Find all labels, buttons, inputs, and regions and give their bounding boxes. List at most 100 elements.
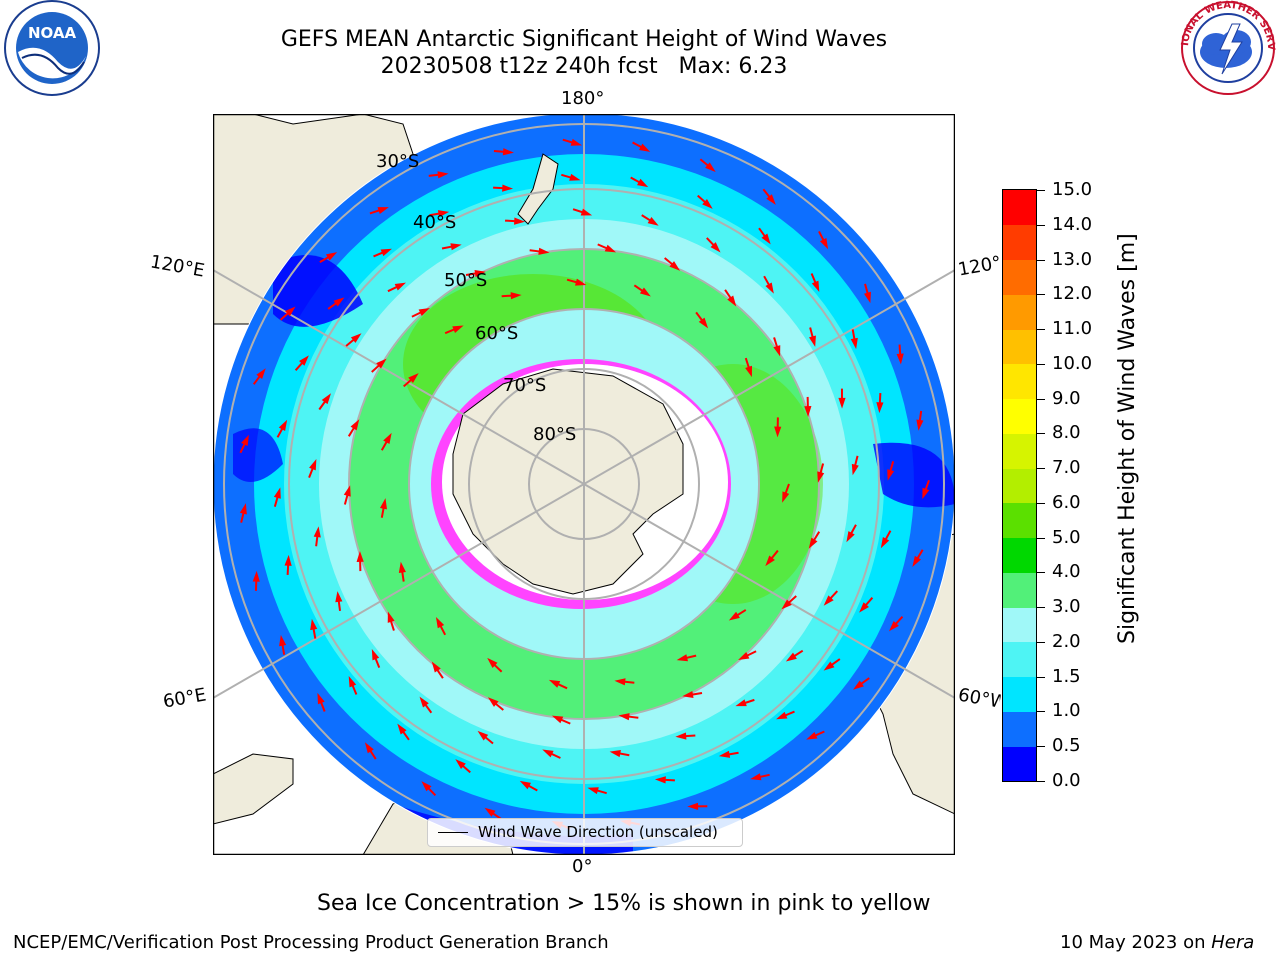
wave-arrow-head	[538, 247, 550, 255]
wave-arrow-head	[804, 406, 812, 417]
wave-arrow-head	[569, 173, 581, 181]
footer-machine: Hera	[1211, 932, 1255, 953]
wave-arrow-head	[614, 678, 626, 686]
wave-arrow-head	[383, 432, 392, 445]
wave-arrow-head	[487, 697, 499, 707]
colorbar-band	[1003, 468, 1036, 504]
colorbar-band	[1003, 224, 1036, 260]
colorbar-tick-label: 8.0	[1052, 422, 1081, 444]
wave-arrow-head	[745, 365, 753, 378]
colorbar-tick-label: 9.0	[1052, 387, 1081, 409]
wave-arrow-head	[864, 291, 871, 304]
wave-arrow-head	[774, 426, 782, 438]
wave-arrow-head	[484, 807, 496, 817]
wave-arrow-head	[819, 237, 829, 250]
wave-arrow-head	[502, 184, 514, 192]
wave-arrow-head	[639, 287, 651, 297]
colorbar-band	[1003, 433, 1036, 469]
wave-arrow-head	[637, 178, 649, 188]
lon-label-60e: 60°E	[161, 684, 208, 713]
africa-land	[213, 753, 294, 825]
lat-label-60: 60°S	[475, 323, 519, 344]
wave-arrow-head	[916, 419, 924, 431]
wave-arrow-head	[398, 561, 406, 573]
wave-arrow-head	[273, 487, 281, 499]
wave-arrow-head	[846, 531, 855, 543]
wave-arrow-head	[408, 373, 419, 384]
colorbar-tick-label: 3.0	[1052, 596, 1081, 618]
wave-arrow-head	[817, 471, 825, 483]
nws-logo: NATIONAL WEATHER SERVICE	[1176, 0, 1276, 95]
wave-arrow-head	[838, 397, 846, 409]
map-legend: Wind Wave Direction (unscaled)	[427, 818, 743, 847]
colorbar-band	[1003, 294, 1036, 330]
colorbar-tick-label: 5.0	[1052, 526, 1081, 548]
wave-arrow-head	[310, 618, 318, 631]
wave-arrow-head	[256, 368, 266, 380]
wave-arrow-head	[698, 317, 709, 329]
wave-arrow-head	[728, 611, 740, 621]
wave-arrow-head	[782, 491, 790, 503]
wave-arrow-head	[356, 551, 364, 562]
wave-arrow-head	[542, 749, 554, 758]
colorbar-band	[1003, 607, 1036, 643]
wave-arrow-head	[574, 278, 587, 286]
colorbar-tick-mark	[1037, 398, 1045, 400]
lat-label-30: 30°S	[376, 151, 420, 172]
wave-arrow-head	[450, 243, 462, 251]
colorbar-tick-mark	[1037, 607, 1045, 609]
wave-arrow-head	[335, 591, 343, 603]
wave-arrow-head	[654, 776, 666, 784]
wave-arrow-head	[309, 459, 317, 471]
colorbar-tick-mark	[1037, 676, 1045, 678]
wave-arrow-head	[548, 679, 561, 688]
wave-arrow-head	[379, 498, 388, 510]
colorbar-tick-label: 14.0	[1052, 213, 1093, 235]
colorbar-band	[1003, 190, 1036, 226]
colorbar-tick-label: 1.5	[1052, 665, 1081, 687]
wave-arrow-head	[502, 148, 514, 156]
wave-arrow-head	[252, 570, 260, 582]
wave-arrow-head	[888, 620, 899, 632]
wave-arrow-head	[376, 358, 387, 369]
wave-arrow-head	[326, 252, 338, 261]
wave-arrow-head	[418, 308, 430, 316]
wave-arrow-head	[781, 599, 792, 610]
wave-arrow-head	[431, 661, 441, 673]
wave-arrow-head	[609, 750, 621, 758]
wave-arrow-head	[313, 526, 321, 538]
colorbar-tick-mark	[1037, 224, 1045, 226]
colorbar-label: Significant Height of Wind Waves [m]	[1115, 233, 1140, 644]
colorbar-tick-label: 4.0	[1052, 561, 1081, 583]
lat-label-80: 80°S	[533, 424, 577, 445]
wave-arrow-head	[437, 171, 449, 179]
wave-arrow-head	[896, 353, 904, 365]
wave-arrow-head	[279, 634, 287, 647]
wave-arrow-head	[350, 419, 360, 431]
wave-arrow-head	[785, 652, 797, 662]
wave-arrow-head	[377, 207, 389, 214]
noaa-logo-text: NOAA	[28, 24, 77, 42]
wave-arrow-head	[880, 537, 890, 549]
colorbar-tick-mark	[1037, 711, 1045, 713]
colorbar-tick-mark	[1037, 572, 1045, 574]
colorbar-tick-mark	[1037, 502, 1045, 504]
lon-label-180: 180°	[561, 88, 605, 109]
colorbar-tick-mark	[1037, 294, 1045, 296]
colorbar-band	[1003, 746, 1036, 782]
colorbar-band	[1003, 676, 1036, 712]
wave-arrow-head	[705, 162, 716, 172]
colorbar-band	[1003, 502, 1036, 539]
colorbar-tick-label: 6.0	[1052, 491, 1081, 513]
wave-arrow-head	[380, 248, 392, 257]
wave-arrow-head	[859, 602, 869, 613]
lon-label-60w: 60°W	[956, 684, 1002, 713]
wave-arrow-head	[284, 554, 292, 566]
wave-arrow-head	[766, 194, 776, 205]
wave-arrow-head	[850, 337, 858, 350]
wave-arrow-head	[808, 537, 818, 549]
wave-arrow-head	[474, 269, 486, 278]
wave-arrow-head	[343, 485, 351, 497]
wave-arrow-head	[435, 617, 445, 629]
wave-arrow-head	[364, 742, 374, 754]
